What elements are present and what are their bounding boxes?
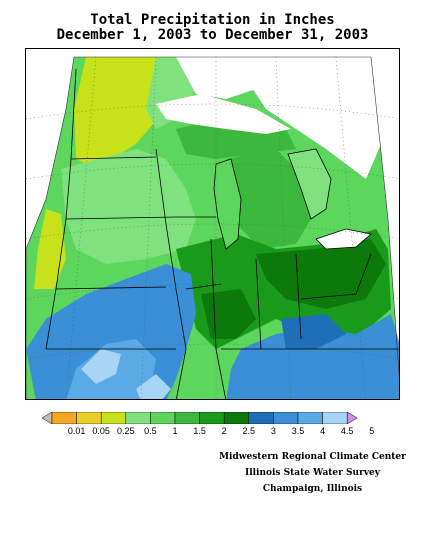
lake-superior xyxy=(156,94,291,134)
map-canvas xyxy=(26,56,399,399)
legend-tick-label: 3.5 xyxy=(291,426,305,436)
precip-zone-lightgreen xyxy=(61,149,196,264)
legend-tick-label: 4 xyxy=(320,426,326,436)
legend-arrow-low xyxy=(42,412,53,424)
state-boundaries xyxy=(45,68,399,399)
precipitation-legend-bar xyxy=(42,412,358,424)
legend-swatch xyxy=(51,412,77,424)
precip-zone-blue-southeast xyxy=(226,314,399,399)
legend-swatch xyxy=(297,412,323,424)
legend-swatch xyxy=(248,412,274,424)
precip-zone-blue-pale xyxy=(81,349,121,384)
legend-swatch xyxy=(174,412,200,424)
legend-swatch xyxy=(273,412,299,424)
lake-michigan xyxy=(213,158,242,250)
credit-agency: Illinois State Water Survey xyxy=(244,468,381,478)
credit-location: Champaign, Illinois xyxy=(262,484,363,494)
legend-tick-label: 1.5 xyxy=(193,426,206,436)
graticule xyxy=(26,56,399,399)
legend-swatch xyxy=(76,412,102,424)
legend-swatch xyxy=(223,412,250,424)
legend-arrow-high xyxy=(346,412,358,424)
legend-swatch xyxy=(199,412,225,424)
precip-zone-yellowgreen-north xyxy=(74,57,166,169)
lake-erie xyxy=(315,228,372,250)
canada-north-blank xyxy=(176,57,276,99)
legend-tick-label: 2 xyxy=(221,426,227,436)
legend-tick-label: 0.01 xyxy=(67,426,86,436)
map-title: Total Precipitation in Inches xyxy=(90,12,335,28)
precip-zone-yellowgreen-west xyxy=(34,209,66,289)
projection-edge xyxy=(26,56,399,399)
legend-tick-label: 0.05 xyxy=(92,426,110,436)
lake-huron xyxy=(287,148,332,220)
precip-zone-blue-dark xyxy=(281,314,346,349)
legend-swatch xyxy=(125,412,151,424)
legend-tick-label: 0.5 xyxy=(144,426,157,436)
precip-zone-lightgreen-north xyxy=(146,57,196,129)
legend-swatch xyxy=(100,412,127,424)
precip-zone-blue-pale-south xyxy=(136,374,171,399)
canada-northeast-blank xyxy=(246,57,381,179)
legend-tick-label: 5 xyxy=(369,426,375,436)
legend-tick-label: 0.25 xyxy=(117,426,135,436)
legend-swatch xyxy=(150,412,176,424)
legend-tick-label: 2.5 xyxy=(242,426,256,436)
legend-swatch xyxy=(322,412,348,424)
legend-swatches xyxy=(42,412,358,424)
legend-tick-label: 1 xyxy=(172,426,178,436)
legend-tick-label: 3 xyxy=(270,426,276,436)
map-subtitle-date-range: December 1, 2003 to December 31, 2003 xyxy=(56,27,369,43)
precip-zone-michigan-green xyxy=(226,149,311,249)
legend-tick-label: 4.5 xyxy=(340,426,354,436)
precipitation-map xyxy=(25,48,400,400)
credit-organization: Midwestern Regional Climate Center xyxy=(219,452,406,462)
